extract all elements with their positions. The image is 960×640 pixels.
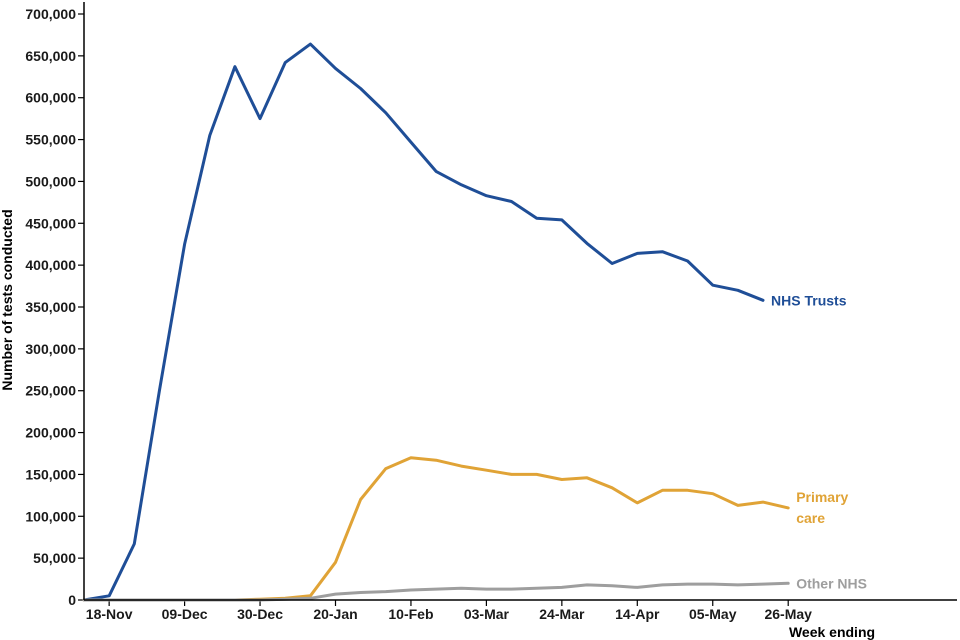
y-tick-label: 100,000 (25, 508, 76, 524)
x-tick-label: 26-May (764, 606, 812, 622)
y-tick-label: 150,000 (25, 466, 76, 482)
series-label: care (796, 510, 825, 526)
series-label: Other NHS (796, 575, 867, 591)
x-tick-label: 09-Dec (162, 606, 208, 622)
y-tick-label: 50,000 (33, 550, 76, 566)
x-tick-label: 10-Feb (388, 606, 433, 622)
x-tick-label: 14-Apr (615, 606, 660, 622)
x-tick-label: 03-Mar (464, 606, 510, 622)
y-tick-label: 300,000 (25, 341, 76, 357)
y-tick-label: 250,000 (25, 383, 76, 399)
series-labels: NHS Trusts Primary care Other NHS (771, 292, 867, 591)
y-tick-label: 550,000 (25, 132, 76, 148)
series-label: NHS Trusts (771, 292, 847, 308)
y-tick-label: 450,000 (25, 215, 76, 231)
x-tick-label: 18-Nov (86, 606, 133, 622)
x-axis-ticks: 18-Nov 09-Dec 30-Dec 20-Jan 10-Feb 03-Mar 24-M… (86, 600, 812, 622)
y-axis-title: Number of tests conducted (0, 209, 15, 390)
y-axis-ticks: 0 50,000 100,000 150,000 200,000 250,000 300,0… (25, 6, 84, 608)
series-line-other-nhs (82, 581, 790, 602)
x-tick-label: 30-Dec (237, 606, 283, 622)
y-tick-label: 350,000 (25, 299, 76, 315)
x-tick-label: 20-Jan (313, 606, 357, 622)
y-tick-label: 0 (68, 592, 76, 608)
y-tick-label: 700,000 (25, 6, 76, 22)
series-label: Primary (796, 489, 848, 505)
y-tick-label: 500,000 (25, 173, 76, 189)
series-lines (82, 42, 790, 602)
series-line-primary-care (82, 456, 790, 602)
y-tick-label: 650,000 (25, 48, 76, 64)
x-tick-label: 05-May (689, 606, 737, 622)
x-tick-label: 24-Mar (539, 606, 585, 622)
series-line-nhs-trusts (82, 42, 765, 602)
y-tick-label: 600,000 (25, 90, 76, 106)
y-tick-label: 200,000 (25, 425, 76, 441)
y-tick-label: 400,000 (25, 257, 76, 273)
x-axis-title: Week ending (789, 624, 875, 640)
